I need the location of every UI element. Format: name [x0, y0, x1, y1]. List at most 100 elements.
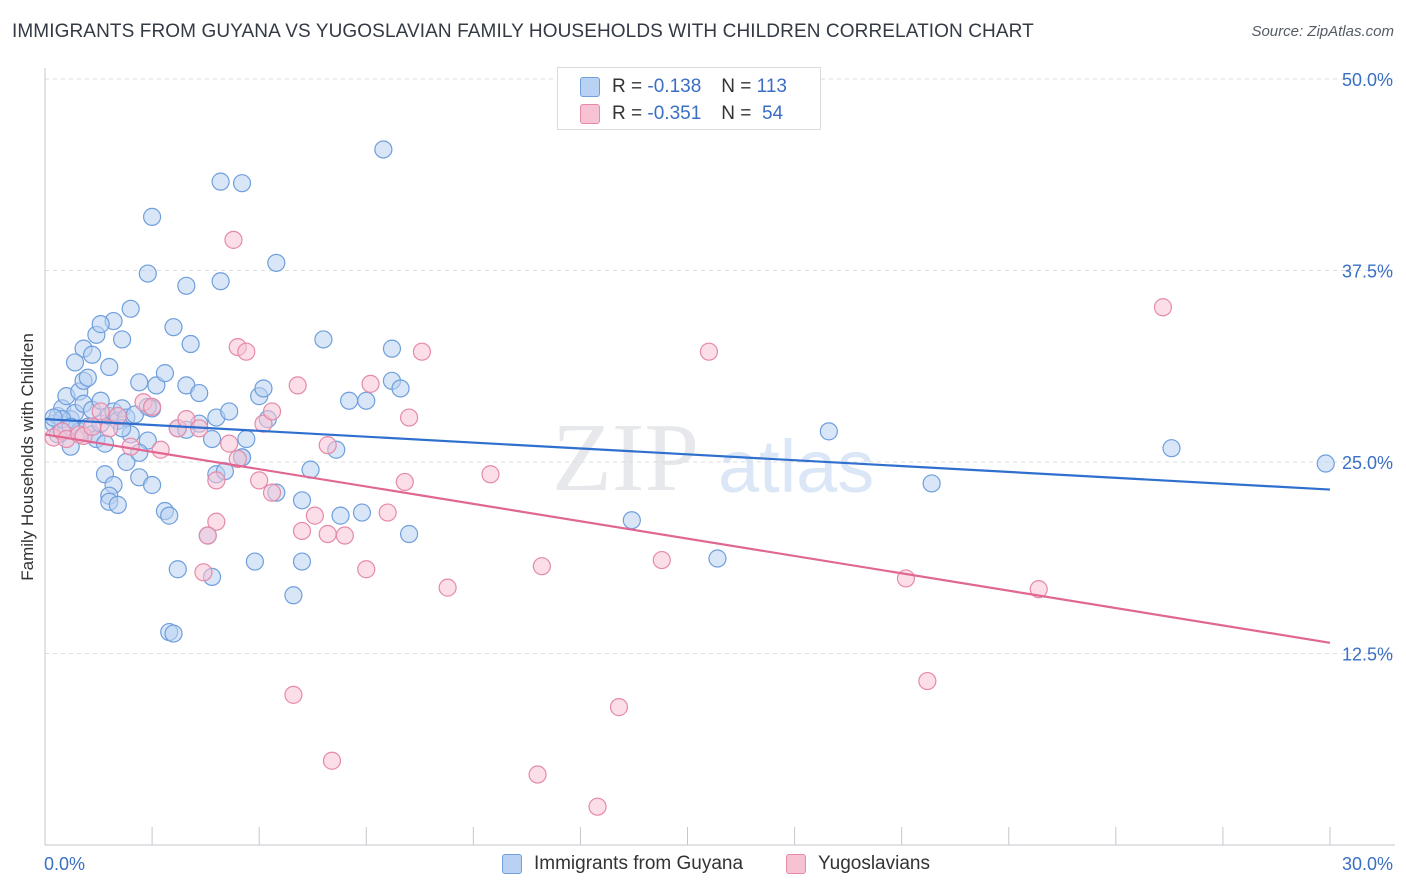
legend-r-value: -0.351 — [647, 103, 702, 124]
point-yugoslavians — [322, 751, 342, 770]
point-guyana — [121, 299, 140, 318]
legend-n-value: 54 — [761, 103, 784, 124]
point-yugoslavians — [335, 526, 354, 545]
point-guyana — [292, 491, 312, 510]
point-guyana — [181, 334, 200, 354]
bottom-legend-guyana: Immigrants from Guyana — [502, 851, 743, 877]
point-guyana — [352, 503, 372, 522]
point-yugoslavians — [318, 524, 337, 544]
point-guyana — [202, 429, 222, 449]
point-yugoslavians — [198, 526, 217, 545]
point-guyana — [190, 383, 209, 403]
point-guyana — [130, 373, 149, 392]
x-tick-label: 30.0% — [1342, 854, 1393, 874]
point-guyana — [314, 330, 333, 349]
trendline-guyana — [44, 418, 1331, 491]
watermark: ZIP atlas — [552, 404, 874, 512]
point-guyana — [1162, 439, 1181, 458]
point-guyana — [91, 315, 110, 334]
point-guyana — [100, 357, 119, 377]
point-yugoslavians — [207, 512, 226, 531]
point-yugoslavians — [395, 472, 414, 492]
point-yugoslavians — [224, 230, 243, 249]
point-yugoslavians — [399, 408, 419, 427]
point-yugoslavians — [151, 440, 170, 459]
point-guyana — [292, 552, 312, 571]
point-yugoslavians — [481, 465, 500, 484]
grid — [45, 78, 1395, 654]
point-guyana — [391, 379, 410, 398]
y-tick-label: 37.5% — [1342, 262, 1393, 282]
point-guyana — [922, 474, 941, 493]
point-guyana — [399, 524, 419, 544]
point-yugoslavians — [292, 521, 312, 541]
point-guyana — [237, 429, 256, 449]
legend-r-label: R = — [612, 103, 643, 124]
point-yugoslavians — [220, 434, 239, 453]
point-yugoslavians — [699, 342, 719, 361]
point-guyana — [374, 140, 393, 159]
point-yugoslavians — [318, 436, 337, 455]
point-yugoslavians — [588, 797, 607, 816]
point-yugoslavians — [305, 506, 324, 525]
point-guyana — [267, 253, 286, 272]
point-yugoslavians — [108, 406, 127, 426]
point-yugoslavians — [532, 557, 551, 576]
point-guyana — [819, 422, 838, 441]
chart-title: IMMIGRANTS FROM GUYANA VS YUGOSLAVIAN FA… — [12, 21, 1034, 42]
axes — [44, 68, 1395, 846]
point-guyana — [108, 495, 127, 514]
legend-row-guyana: R = -0.138 N = 113 — [580, 74, 787, 100]
point-guyana — [357, 391, 376, 410]
point-yugoslavians — [1029, 580, 1048, 599]
point-yugoslavians — [207, 471, 226, 490]
point-guyana — [708, 549, 727, 568]
y-axis-title: Family Households with Children — [18, 333, 37, 581]
legend-swatch-guyana — [580, 77, 600, 97]
point-guyana — [155, 364, 175, 383]
points — [44, 140, 1335, 816]
legend: R = -0.138 N = 113 R = -0.351 N = 54 — [557, 67, 821, 130]
bottom-legend-label-guyana: Immigrants from Guyana — [534, 853, 744, 874]
point-guyana — [142, 207, 162, 226]
point-yugoslavians — [288, 376, 307, 395]
bottom-legend-label-yugoslavians: Yugoslavians — [818, 853, 930, 874]
point-guyana — [284, 586, 303, 605]
point-yugoslavians — [250, 471, 269, 490]
bottom-legend-swatch-guyana — [502, 854, 522, 874]
point-guyana — [164, 318, 183, 337]
trendline-yugoslavians — [44, 433, 1331, 644]
point-yugoslavians — [284, 685, 303, 704]
point-guyana — [254, 379, 273, 398]
y-tick-label: 50.0% — [1342, 70, 1393, 90]
legend-n-label: N = — [721, 103, 752, 124]
point-guyana — [83, 345, 102, 364]
legend-n-value: 113 — [756, 76, 787, 97]
legend-n-label: N = — [721, 76, 752, 97]
point-guyana — [177, 276, 196, 295]
legend-r-value: -0.138 — [647, 76, 702, 97]
point-guyana — [382, 339, 402, 358]
point-guyana — [78, 368, 97, 387]
point-guyana — [340, 391, 359, 410]
point-guyana — [164, 624, 183, 643]
point-yugoslavians — [1153, 298, 1173, 317]
point-yugoslavians — [361, 374, 380, 393]
point-yugoslavians — [378, 503, 397, 522]
source-label: Source: ZipAtlas.com — [1251, 23, 1394, 40]
point-yugoslavians — [528, 765, 547, 784]
point-guyana — [65, 353, 85, 372]
point-guyana — [142, 475, 162, 495]
point-guyana — [245, 552, 264, 571]
bottom-legend-yugoslavians: Yugoslavians — [786, 851, 930, 877]
point-yugoslavians — [609, 698, 629, 717]
legend-row-yugoslavians: R = -0.351 N = 54 — [580, 101, 783, 127]
y-tick-label: 25.0% — [1342, 453, 1393, 473]
point-guyana — [44, 408, 63, 427]
point-guyana — [211, 272, 230, 291]
bottom-legend-swatch-yugoslavians — [786, 854, 806, 874]
point-yugoslavians — [262, 402, 282, 421]
legend-r-label: R = — [612, 76, 643, 97]
point-guyana — [168, 560, 187, 579]
tick-labels: 12.5% 25.0% 37.5% 50.0% 0.0% 30.0% Family Hous… — [18, 70, 1393, 874]
